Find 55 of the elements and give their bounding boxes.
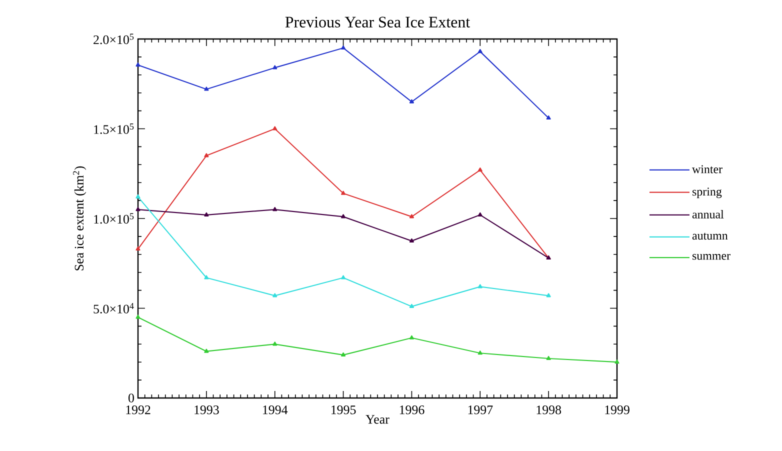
point (341, 190, 346, 195)
chart-title: Previous Year Sea Ice Extent (285, 16, 470, 28)
point (614, 360, 620, 364)
y-tick-label: 2.0×10$^{5}$ (94, 34, 134, 44)
x-tick-label: 1993 (194, 406, 219, 414)
point (341, 275, 346, 280)
y-axis-title: Sea ice extent (km$^{2}$) (73, 166, 86, 270)
x-axis-title: Year (366, 415, 390, 424)
point (272, 342, 278, 346)
point (136, 206, 140, 212)
point (409, 304, 414, 308)
point (546, 115, 551, 120)
point (204, 86, 209, 91)
point (341, 352, 346, 356)
point (204, 212, 209, 216)
point (409, 214, 414, 218)
x-tick-label: 1994 (263, 406, 288, 414)
point (136, 62, 140, 67)
point (478, 284, 482, 288)
point (546, 356, 551, 360)
point (204, 153, 209, 158)
point (546, 293, 551, 298)
point (341, 45, 346, 50)
legend-label: autumn (692, 232, 728, 240)
point (478, 350, 482, 355)
y-tick-label: 0 (128, 394, 134, 402)
x-tick-label: 1999 (605, 406, 630, 414)
point (409, 238, 414, 242)
point (341, 214, 346, 218)
point (272, 126, 278, 130)
y-tick-label: 1.0×10$^{5}$ (94, 213, 134, 224)
point (272, 65, 278, 70)
legend-label: spring (692, 188, 722, 198)
point (409, 99, 414, 104)
point (272, 206, 278, 212)
point (136, 194, 140, 199)
x-tick-label: 1995 (331, 406, 356, 414)
point (478, 167, 482, 172)
point (478, 49, 482, 54)
x-tick-label: 1997 (468, 406, 493, 414)
point (136, 246, 140, 251)
x-tick-label: 1996 (400, 406, 424, 414)
point (204, 275, 209, 280)
point (204, 348, 209, 353)
legend-label: summer (692, 254, 730, 260)
x-tick-label: 1998 (536, 406, 562, 414)
x-tick-label: 1992 (126, 406, 150, 414)
point (478, 212, 482, 216)
point (136, 314, 140, 319)
y-tick-label: 5.0×10$^{4}$ (94, 303, 134, 314)
point (272, 293, 278, 298)
y-tick-label: 1.5×10$^{5}$ (94, 124, 134, 134)
legend-label: annual (692, 210, 724, 218)
point (409, 335, 414, 340)
legend-label: winter (692, 165, 722, 174)
